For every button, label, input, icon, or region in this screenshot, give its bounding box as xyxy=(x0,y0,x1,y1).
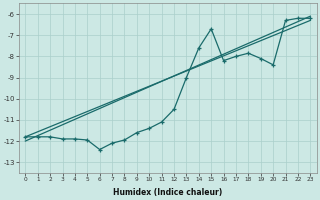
X-axis label: Humidex (Indice chaleur): Humidex (Indice chaleur) xyxy=(113,188,222,197)
